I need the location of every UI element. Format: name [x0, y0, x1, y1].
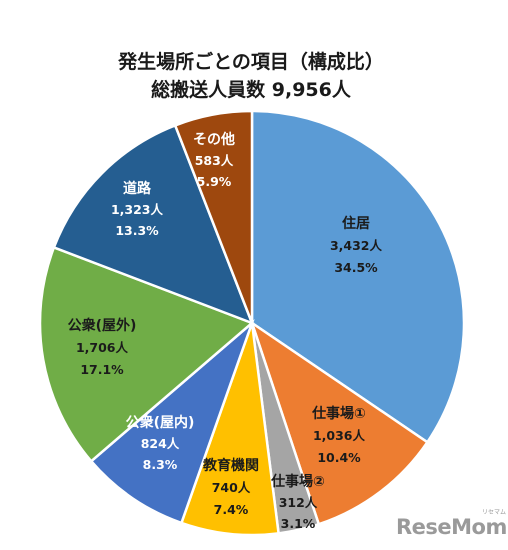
slice-percent-6: 13.3%: [115, 223, 159, 238]
chart-subtitle: 総搬送人員数 9,956人: [151, 78, 352, 101]
pie-slice-6: [52, 123, 255, 326]
slice-count-0: 3,432人: [330, 238, 383, 253]
slice-percent-4: 8.3%: [143, 457, 178, 472]
slice-count-6: 1,323人: [111, 202, 164, 217]
slice-count-3: 740人: [212, 480, 251, 495]
slice-label-0: 住居: [342, 215, 370, 232]
pie-slice-7: [173, 109, 254, 324]
slice-count-5: 1,706人: [76, 340, 129, 355]
slice-count-1: 1,036人: [313, 428, 366, 443]
pie-slice-0: [250, 109, 466, 444]
slice-count-2: 312人: [279, 495, 318, 510]
resemom-watermark: ReseMom リセマム: [396, 509, 507, 539]
slice-label-4: 公衆(屋内): [126, 414, 195, 431]
pie-slice-1: [249, 319, 430, 526]
slice-percent-7: 5.9%: [197, 174, 232, 189]
slice-percent-1: 10.4%: [317, 450, 361, 465]
slice-label-5: 公衆(屋外): [68, 317, 137, 334]
slice-label-2: 仕事場②: [270, 473, 325, 490]
slice-percent-3: 7.4%: [214, 502, 249, 517]
watermark-logo: ReseMom: [396, 515, 507, 539]
slice-label-7: その他: [193, 131, 235, 148]
pie-slice-3: [179, 322, 280, 537]
slice-label-1: 仕事場①: [311, 405, 366, 422]
slice-percent-2: 3.1%: [281, 516, 316, 531]
slice-percent-0: 34.5%: [334, 260, 378, 275]
slice-label-6: 道路: [123, 180, 152, 197]
pie-slice-4: [89, 318, 255, 525]
pie-slices: [38, 109, 466, 537]
slice-count-7: 583人: [195, 153, 234, 168]
slice-percent-5: 17.1%: [80, 362, 124, 377]
chart-title: 発生場所ごとの項目（構成比）: [117, 50, 384, 73]
slice-label-3: 教育機関: [203, 457, 259, 474]
slice-count-4: 824人: [141, 436, 180, 451]
pie-labels: 住居 3,432人 34.5% 仕事場① 1,036人 10.4% 仕事場② 312人 3.1%…: [68, 131, 383, 531]
pie-slice-5: [38, 245, 255, 463]
watermark-sub: リセマム: [482, 509, 506, 516]
